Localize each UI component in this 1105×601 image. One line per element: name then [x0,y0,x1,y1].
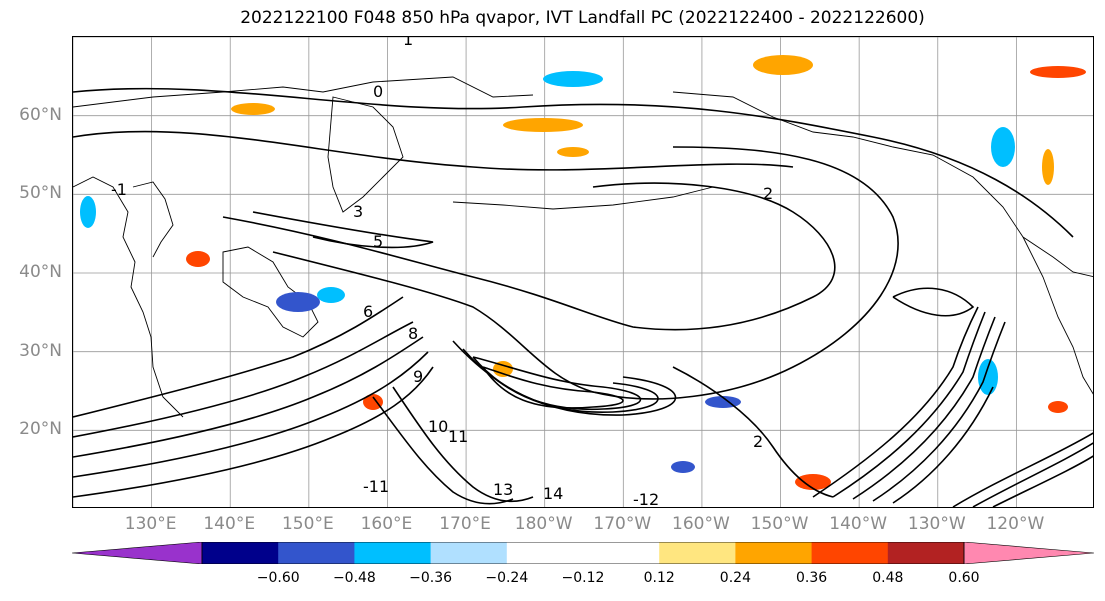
negative-patch [317,287,345,303]
contour-label: 9 [413,367,423,386]
longitude-label: 160°W [672,514,730,534]
negative-patch [671,461,695,473]
colorbar-segment [887,542,965,564]
positive-patch [1030,66,1086,78]
coastlines [73,76,1093,418]
contour-label: 8 [408,324,418,343]
colorbar-segment [659,542,736,564]
longitude-label: 170°W [593,514,652,534]
siberia-coastline [73,76,534,108]
longitude-label: 130°E [124,514,177,534]
colorbar-extend-high [963,542,1094,564]
longitude-label: 120°W [986,514,1045,534]
colorbar-segment [202,542,279,564]
contour-label: 10 [428,417,448,436]
contour-label: -1 [111,180,127,199]
kamchatka-coastline [327,96,404,213]
korea-coastline [132,181,174,258]
longitude-label: 130°W [907,514,966,534]
contour-label: 2 [753,432,763,451]
colorbar-segment [583,542,660,564]
latitude-label: 40°N [19,262,62,282]
map-panel: 1 0 -1 2 3 5 6 8 9 10 11 13 14 -11 -12 2 [72,36,1094,508]
negative-patch [276,292,320,312]
colorbar-segment [430,542,508,564]
latitude-label: 20°N [19,419,62,440]
positive-patch [231,103,275,115]
longitude-label: 170°E [439,514,491,534]
contour-label: 0 [373,82,383,101]
contour-label: 14 [543,484,563,503]
negative-patch [543,71,603,87]
colorbar-tick-label: −0.12 [561,570,605,586]
colorbar-segment [278,542,355,564]
contour-label: -11 [363,477,389,496]
colorbar [72,542,1094,564]
longitude-label: 140°E [203,514,256,534]
contour-label: 2 [763,184,773,203]
colorbar-tick-label: −0.36 [409,570,453,586]
contour-label: 5 [373,232,383,251]
positive-patch [186,251,210,267]
gridlines [73,37,1093,507]
colorbar-segment [354,542,432,564]
colorbar-tick-label: 0.12 [643,570,675,586]
negative-patch [991,127,1015,167]
colorbar-segment [735,542,813,564]
colorbar-segment [506,542,584,564]
colorbar-segment [811,542,889,564]
colorbar-tick-label: −0.60 [256,570,300,586]
colorbar-tick-label: −0.48 [332,570,376,586]
shading-patches [80,55,1086,490]
map-title: 2022122100 F048 850 hPa qvapor, IVT Land… [240,8,925,28]
negative-patch [80,196,96,228]
colorbar-tick-label: 0.60 [948,570,980,586]
longitude-label: 150°W [750,514,809,534]
positive-patch [493,361,513,377]
latitude-label: 50°N [19,183,62,204]
longitude-label: 140°W [829,514,888,534]
positive-patch [1048,401,1068,413]
contour-lines [73,87,1093,507]
contour-label: 11 [448,427,468,446]
north-america-coastline [1022,236,1093,395]
alaska-coastline [672,91,1093,278]
longitude-label: 180°W [514,514,573,534]
positive-patch [557,147,589,157]
positive-patch [795,474,831,490]
contour-label: 13 [493,480,513,499]
asia-coastline [73,176,184,418]
latitude-label: 30°N [19,340,62,361]
colorbar-tick-label: 0.24 [719,570,751,586]
longitude-label: 160°E [360,514,413,534]
colorbar-tick-label: 0.48 [872,570,904,586]
positive-patch [1042,149,1054,185]
longitude-label: 150°E [281,514,334,534]
contour-label: 3 [353,202,363,221]
colorbar-tick-label: −0.24 [485,570,529,586]
contour-label: 1 [403,37,413,49]
negative-patch [978,359,998,395]
colorbar-outline [201,542,965,564]
positive-patch [363,394,383,410]
positive-patch [753,55,813,75]
positive-patch [503,118,583,132]
aleutian-chain [452,186,714,210]
colorbar-tick-label: 0.36 [796,570,828,586]
japan-coastline [222,246,319,338]
contour-label: -12 [633,490,659,508]
colorbar-extend-low [72,542,203,564]
latitude-label: 60°N [19,104,62,125]
contour-label: 6 [363,302,373,321]
